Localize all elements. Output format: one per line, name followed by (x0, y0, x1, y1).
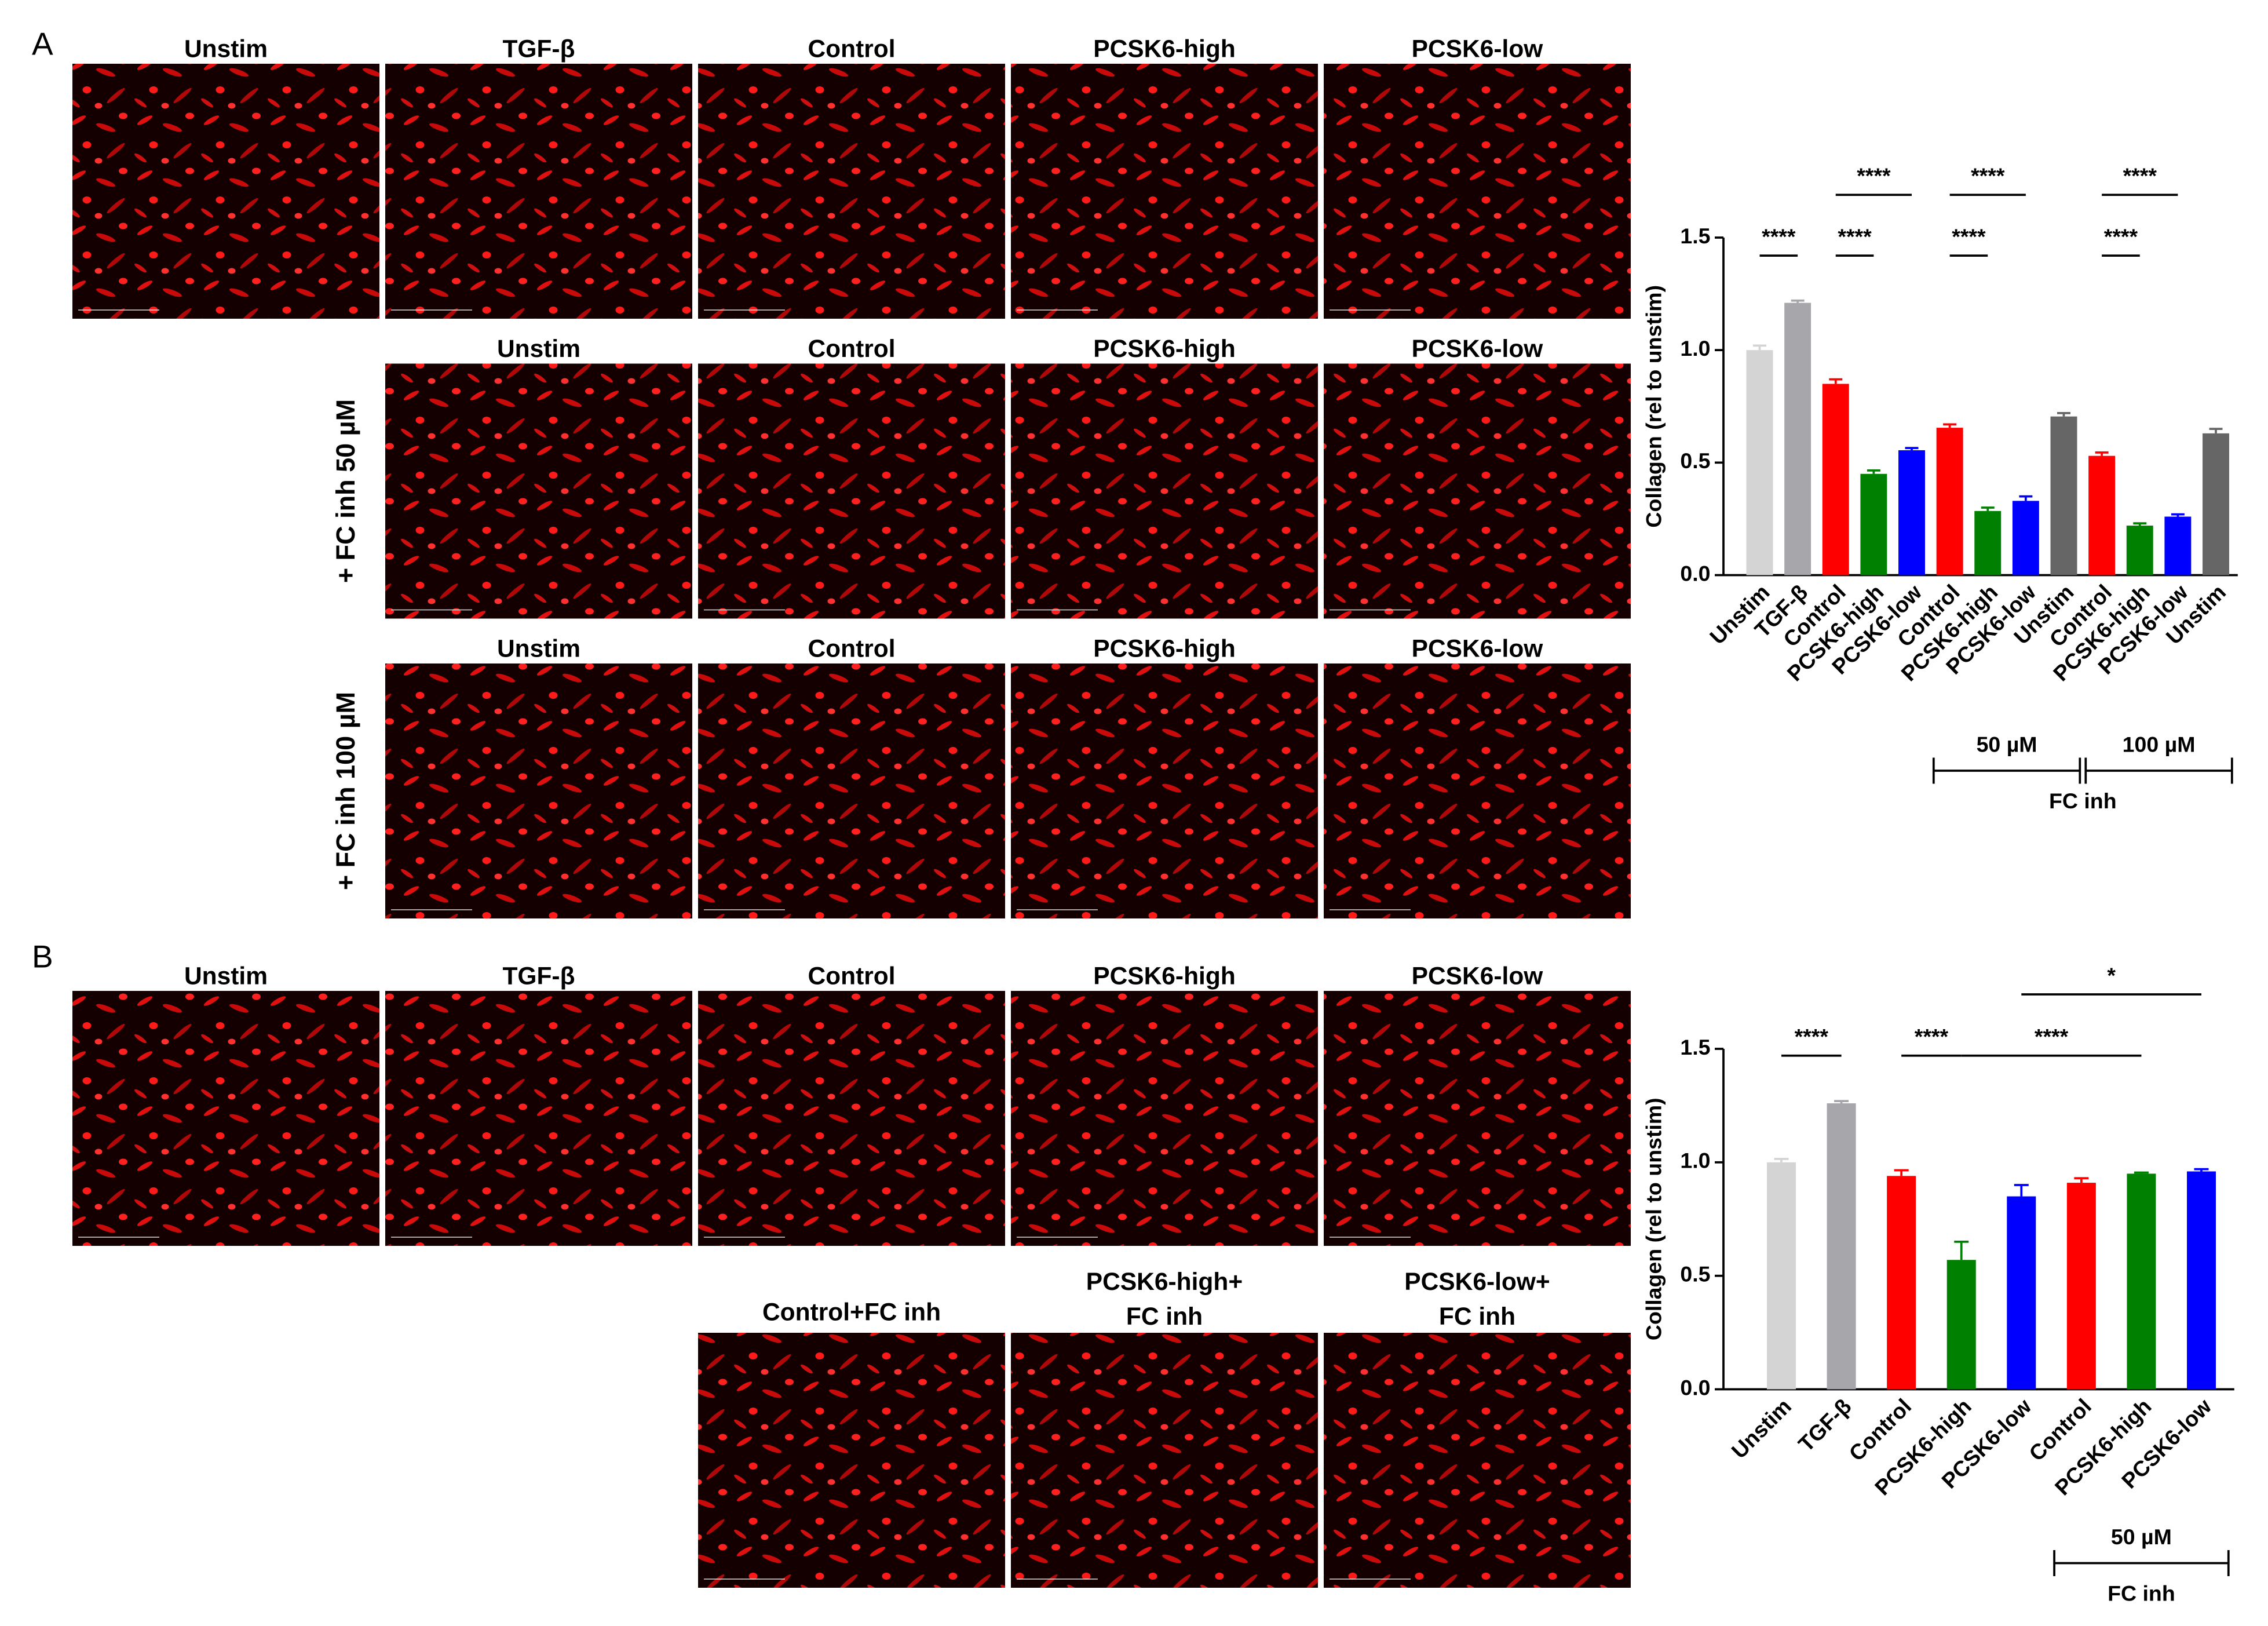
image-label: PCSK6-high (1093, 336, 1236, 363)
micrograph (1324, 64, 1631, 319)
significance-label: **** (2123, 163, 2157, 188)
image-label: PCSK6-low (1412, 636, 1544, 663)
y-tick-label: 1.5 (1680, 224, 1710, 248)
bar (1746, 350, 1773, 575)
panel-label: A (32, 26, 53, 62)
image-label: PCSK6-high (1093, 636, 1236, 663)
bar (1974, 511, 2002, 575)
bar (1784, 302, 1812, 575)
image-label: Unstim (497, 336, 580, 363)
micrograph (1011, 991, 1318, 1246)
micrograph (698, 1333, 1005, 1588)
bar (1767, 1162, 1796, 1390)
group-label: 50 µM (1977, 732, 2037, 756)
image-label: PCSK6-high (1093, 963, 1236, 990)
group-label: 50 µM (2111, 1525, 2172, 1549)
micrograph (385, 991, 692, 1246)
micrograph (385, 363, 692, 619)
group-label: 100 µM (2123, 732, 2196, 756)
micrograph (1011, 64, 1318, 319)
y-tick-label: 1.0 (1680, 336, 1710, 360)
row-label: + FC inh 50 µM (331, 399, 360, 583)
bar (1887, 1176, 1916, 1390)
significance-label: **** (1915, 1025, 1949, 1049)
micrograph (1011, 1333, 1318, 1588)
bar (1936, 428, 1963, 575)
image-label: TGF-β (502, 36, 575, 63)
x-tick-label: Unstim (1727, 1394, 1796, 1463)
image-label: Control (808, 636, 895, 663)
image-label: Unstim (184, 36, 268, 63)
image-label: Control (808, 336, 895, 363)
image-label: Unstim (184, 963, 268, 990)
significance-label: **** (2035, 1025, 2069, 1049)
micrograph (385, 663, 692, 918)
bar (1898, 450, 1925, 575)
bar (2066, 1183, 2096, 1390)
micrograph (698, 64, 1005, 319)
significance-label: * (2107, 963, 2116, 987)
y-tick-label: 0.0 (1680, 561, 1710, 585)
image-label: PCSK6-low (1412, 36, 1544, 63)
micrograph (1011, 663, 1318, 918)
bar (1860, 473, 1887, 575)
significance-label: **** (1762, 224, 1796, 249)
y-tick-label: 0.5 (1680, 1262, 1710, 1286)
group-caption: FC inh (2108, 1581, 2175, 1605)
image-label: PCSK6-high (1093, 36, 1236, 63)
image-label: PCSK6-low (1412, 963, 1544, 990)
y-axis-label: Collagen (rel to unstim) (1641, 1098, 1666, 1340)
bar (2127, 1173, 2156, 1390)
bar (2050, 416, 2077, 575)
micrograph (72, 64, 379, 319)
row-label: + FC inh 100 µM (331, 692, 360, 890)
image-label: FC inh (1439, 1303, 1515, 1330)
bar (1827, 1103, 1856, 1390)
micrograph (698, 663, 1005, 918)
image-label: Unstim (497, 636, 580, 663)
bar (2126, 526, 2153, 575)
image-label: Control (808, 963, 895, 990)
y-tick-label: 1.5 (1680, 1035, 1710, 1059)
bar (2088, 455, 2116, 575)
bar (2007, 1196, 2036, 1390)
image-label: TGF-β (502, 963, 575, 990)
micrograph (1324, 663, 1631, 918)
y-tick-label: 1.0 (1680, 1149, 1710, 1173)
micrograph (72, 991, 379, 1246)
significance-label: **** (1838, 224, 1872, 249)
micrograph (1011, 363, 1318, 619)
image-label: FC inh (1126, 1303, 1203, 1330)
panel-label: B (32, 939, 53, 975)
y-tick-label: 0.0 (1680, 1375, 1710, 1399)
bar (2164, 516, 2192, 575)
micrograph (1324, 363, 1631, 619)
significance-label: **** (1795, 1025, 1829, 1049)
group-caption: FC inh (2049, 789, 2117, 813)
micrograph (385, 64, 692, 319)
bar (2203, 433, 2229, 575)
micrograph (1324, 1333, 1631, 1588)
y-tick-label: 0.5 (1680, 449, 1710, 473)
bar (1946, 1260, 1976, 1390)
micrograph (698, 991, 1005, 1246)
image-label: PCSK6-high+ (1086, 1268, 1243, 1296)
y-axis-label: Collagen (rel to unstim) (1641, 285, 1666, 528)
bar (1822, 384, 1849, 575)
significance-label: **** (2104, 224, 2138, 249)
image-label: PCSK6-low+ (1404, 1268, 1550, 1296)
significance-label: **** (1971, 163, 2005, 188)
micrograph (1324, 991, 1631, 1246)
bar (2187, 1171, 2216, 1390)
significance-label: **** (1857, 163, 1891, 188)
significance-label: **** (1952, 224, 1986, 249)
image-label: Control (808, 36, 895, 63)
image-label: Control+FC inh (762, 1299, 941, 1326)
micrograph (698, 363, 1005, 619)
image-label: PCSK6-low (1412, 336, 1544, 363)
bar (2012, 501, 2039, 575)
